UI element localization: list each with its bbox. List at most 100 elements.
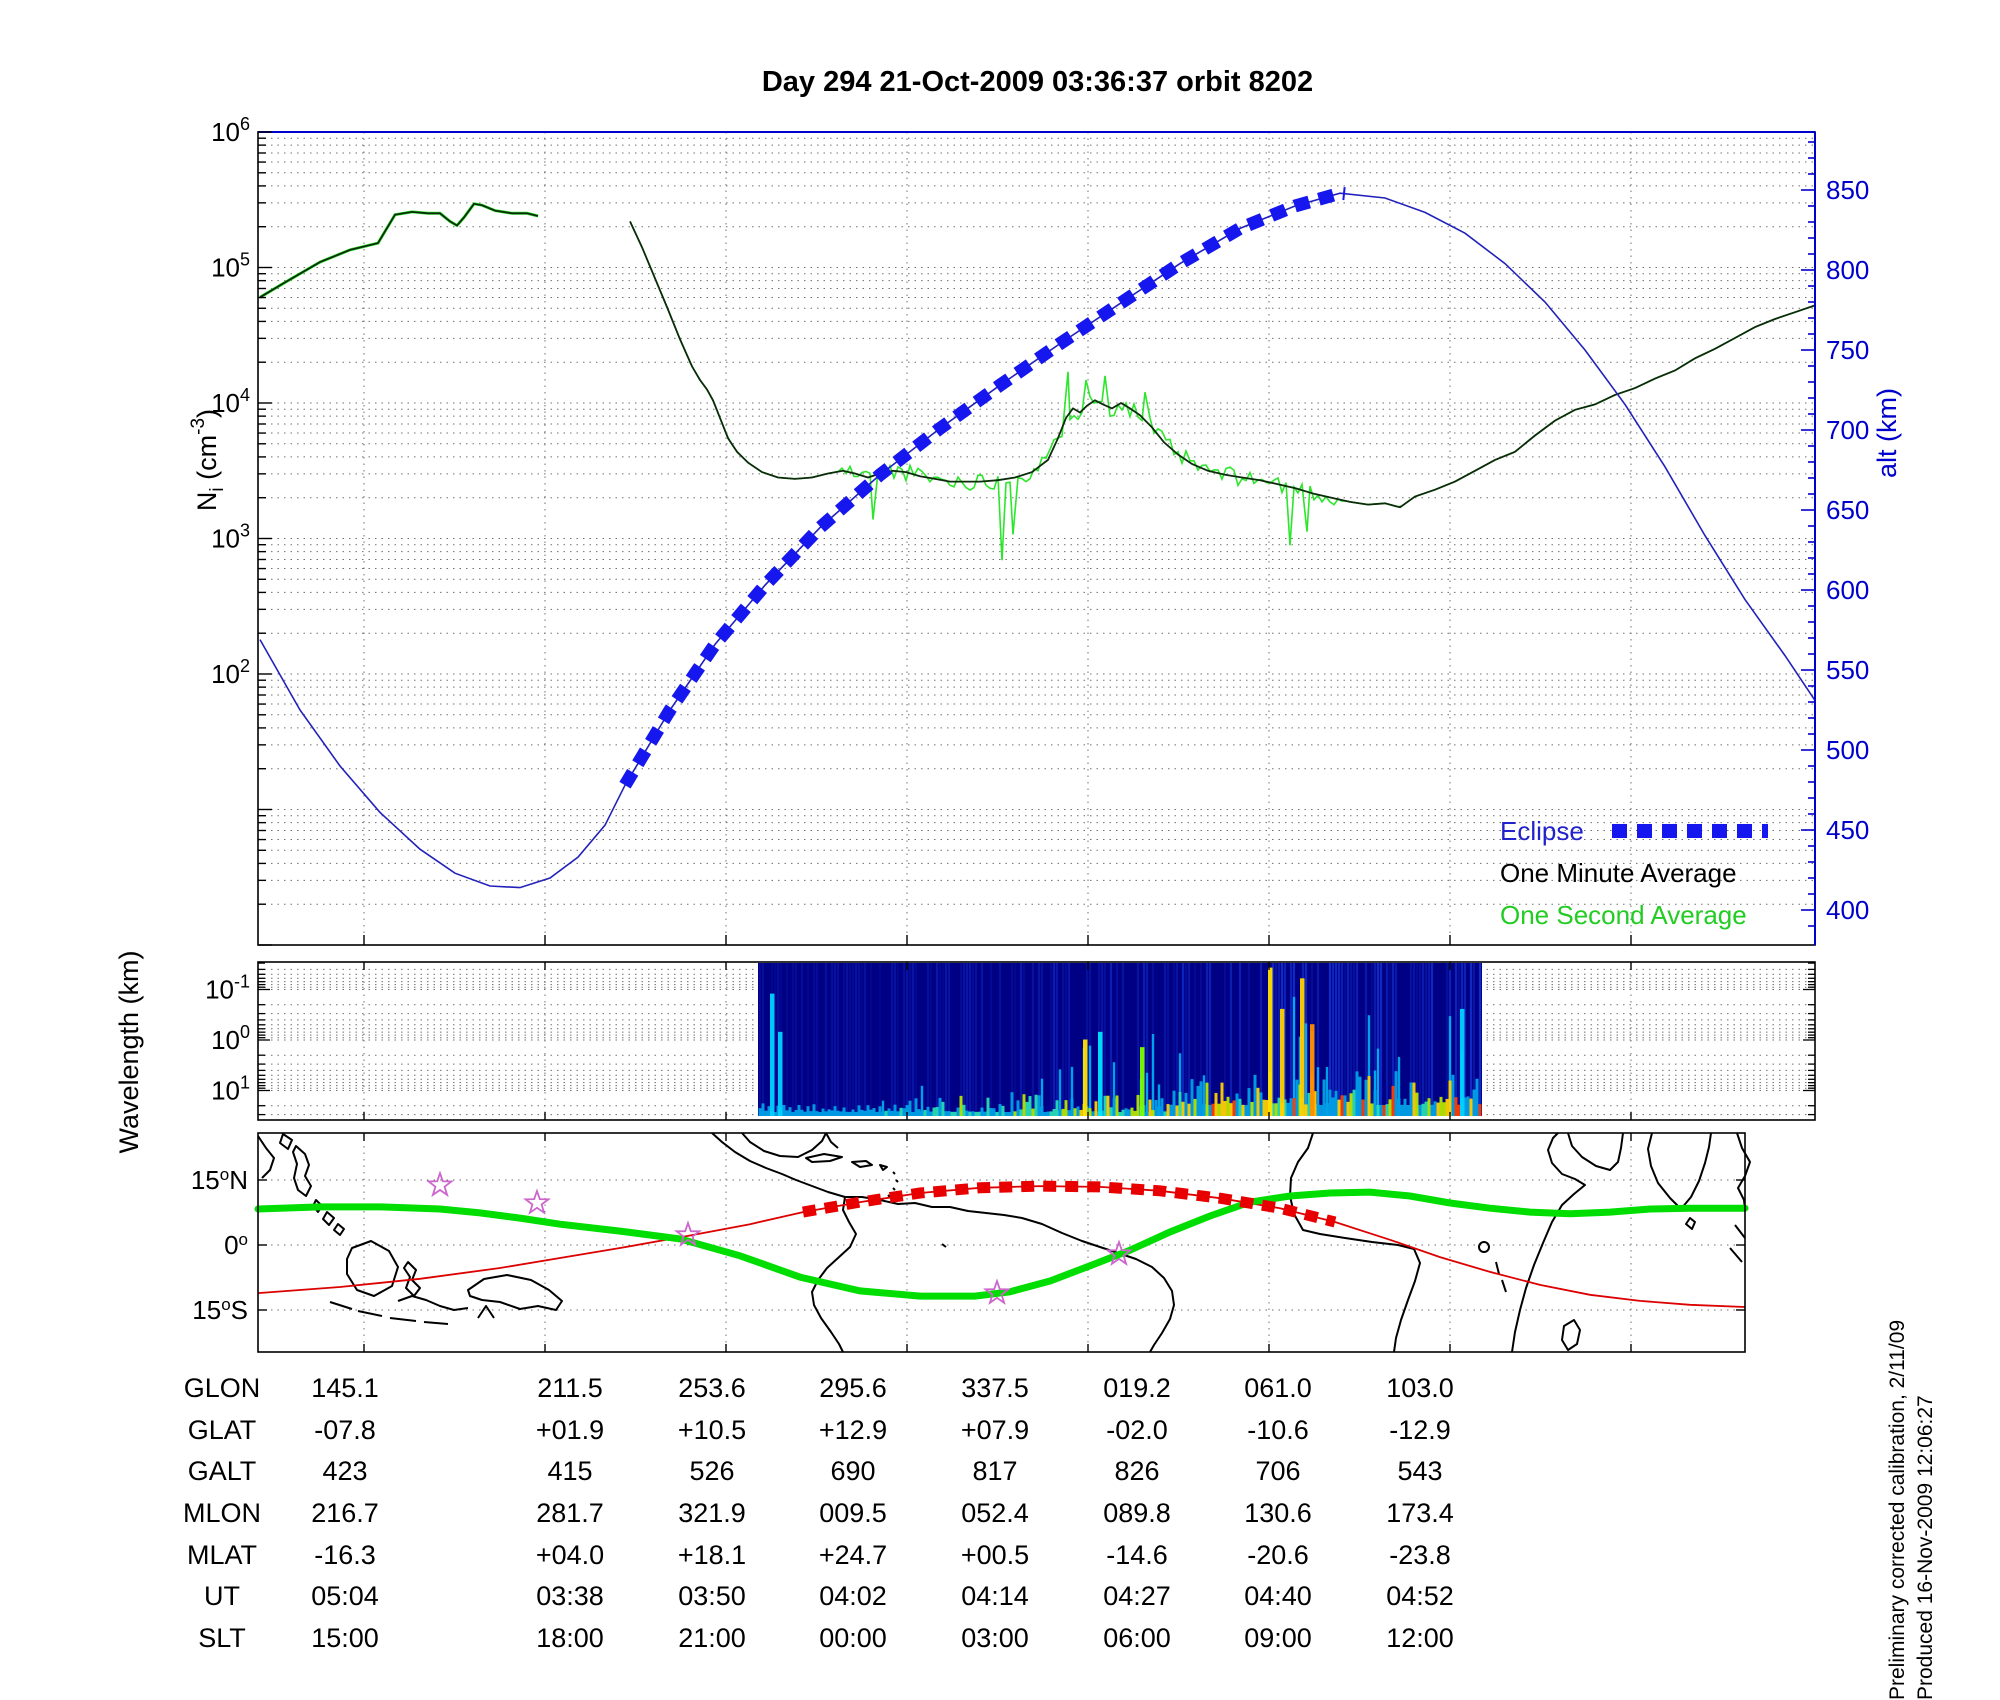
table-cell: 690: [830, 1456, 876, 1486]
alt-tick-label: 850: [1826, 175, 1869, 205]
table-cell: 295.6: [819, 1373, 887, 1403]
table-cell: +07.9: [960, 1415, 1030, 1445]
spectro-band: [1247, 1088, 1251, 1116]
spectro-band: [773, 1111, 777, 1116]
alt-tick-label: 700: [1826, 415, 1869, 445]
calibration-note: Preliminary corrected calibration, 2/11/…: [1886, 1319, 1909, 1700]
spectro-band: [1367, 1076, 1371, 1116]
spectro-band: [1031, 1108, 1035, 1116]
spectro-band: [1427, 1098, 1431, 1116]
table-cell: +24.7: [818, 1540, 888, 1570]
spectro-band: [905, 1105, 909, 1116]
spectro-band: [1478, 1104, 1482, 1116]
table-cell: 03:50: [678, 1581, 746, 1611]
spectro-band: [1094, 1101, 1098, 1116]
spectro-band: [1388, 1099, 1392, 1116]
spectro-band: [1379, 1104, 1383, 1116]
spectro-band: [1166, 1104, 1170, 1116]
spectro-band: [1022, 1094, 1026, 1116]
table-cell: 423: [322, 1456, 368, 1486]
spectro-band: [1316, 1104, 1320, 1116]
spectro-band: [923, 1109, 927, 1116]
spectro-band: [1046, 1111, 1050, 1116]
table-cell: -12.9: [1389, 1415, 1451, 1445]
alt-axis-title: alt (km): [1872, 388, 1902, 478]
table-cell: 04:27: [1103, 1581, 1171, 1611]
spectro-bright-column: [1300, 978, 1305, 1116]
spectro-band: [1433, 1101, 1437, 1116]
spectro-band: [1148, 1099, 1152, 1116]
alt-tick-label: 600: [1826, 575, 1869, 605]
map-panel: [254, 1132, 1751, 1353]
table-cell: 089.8: [1103, 1498, 1171, 1528]
coastline: [1495, 1261, 1507, 1293]
table-cell: -20.6: [1247, 1540, 1309, 1570]
coastline: [1478, 1241, 1490, 1253]
spectro-band: [1262, 1099, 1266, 1116]
spectro-band: [1106, 1095, 1110, 1116]
spectro-band: [1346, 1101, 1350, 1116]
axis-ticks: [258, 131, 1815, 1352]
spectro-band: [1193, 1098, 1197, 1116]
spectro-band: [986, 1097, 990, 1116]
spectro-band: [1160, 1098, 1164, 1116]
spectro-band: [1286, 1102, 1290, 1116]
gridlines: [258, 132, 1815, 1352]
spectro-band: [1055, 1100, 1059, 1116]
table-cell: 061.0: [1244, 1373, 1312, 1403]
table-cell: 526: [689, 1456, 735, 1486]
spectro-band: [1364, 1079, 1368, 1116]
spectro-bright-column: [1268, 967, 1273, 1116]
table-cell: 337.5: [961, 1373, 1029, 1403]
star-marker: [426, 1170, 454, 1198]
spectro-band: [1079, 1109, 1083, 1116]
spectro-bright-column: [1460, 1008, 1465, 1116]
coastline: [1561, 1319, 1581, 1351]
coastline: [1511, 1132, 1586, 1353]
spectro-bright-column: [1083, 1039, 1088, 1116]
spectro-band: [788, 1107, 792, 1116]
table-cell: 03:00: [961, 1623, 1029, 1653]
wavelength-panel-frame: [257, 961, 1816, 1121]
table-cell: 03:38: [536, 1581, 604, 1611]
spectro-band: [1415, 1092, 1419, 1116]
spectro-band: [1259, 1092, 1263, 1116]
spectro-band: [1409, 1082, 1413, 1116]
spectro-band: [1175, 1105, 1179, 1116]
spectro-band: [1061, 1108, 1065, 1116]
table-row-label-ut: UT: [204, 1581, 240, 1611]
spectro-band: [1034, 1094, 1038, 1116]
spectro-band: [1418, 1104, 1422, 1116]
spectro-band: [881, 1112, 885, 1116]
spectro-band: [1253, 1074, 1257, 1116]
spectro-band: [908, 1100, 912, 1116]
table-cell: +12.9: [818, 1415, 888, 1445]
coastline: [711, 1132, 846, 1198]
spectro-band: [875, 1111, 879, 1116]
spectro-band: [944, 1111, 948, 1116]
one-minute-line-b: [629, 221, 1816, 509]
spectro-band: [1214, 1092, 1218, 1116]
spectro-band: [1304, 1104, 1308, 1116]
spectro-band: [1070, 1098, 1074, 1116]
spectro-band: [1472, 1089, 1476, 1116]
eclipse-ground-dashes: [802, 1180, 1337, 1228]
spectro-band: [929, 1111, 933, 1116]
spectro-band: [947, 1111, 951, 1116]
table-cell: +10.5: [677, 1415, 747, 1445]
spectro-band: [992, 1108, 996, 1116]
produced-note: Produced 16-Nov-2009 12:06:27: [1914, 1395, 1937, 1700]
map-lat-label: 15oN: [191, 1165, 248, 1195]
spectro-band: [1223, 1100, 1227, 1116]
table-cell: -10.6: [1247, 1415, 1309, 1445]
alt-tick-label: 550: [1826, 655, 1869, 685]
spectro-band: [1331, 1097, 1335, 1116]
spectro-band: [926, 1106, 930, 1116]
spectro-bright-column: [770, 993, 775, 1116]
spectro-band: [920, 1111, 924, 1116]
alt-tick-label: 450: [1826, 815, 1869, 845]
spectro-band: [1220, 1082, 1224, 1116]
coastline: [1685, 1217, 1696, 1230]
spectro-band: [1403, 1098, 1407, 1116]
spectro-band: [1004, 1111, 1008, 1116]
